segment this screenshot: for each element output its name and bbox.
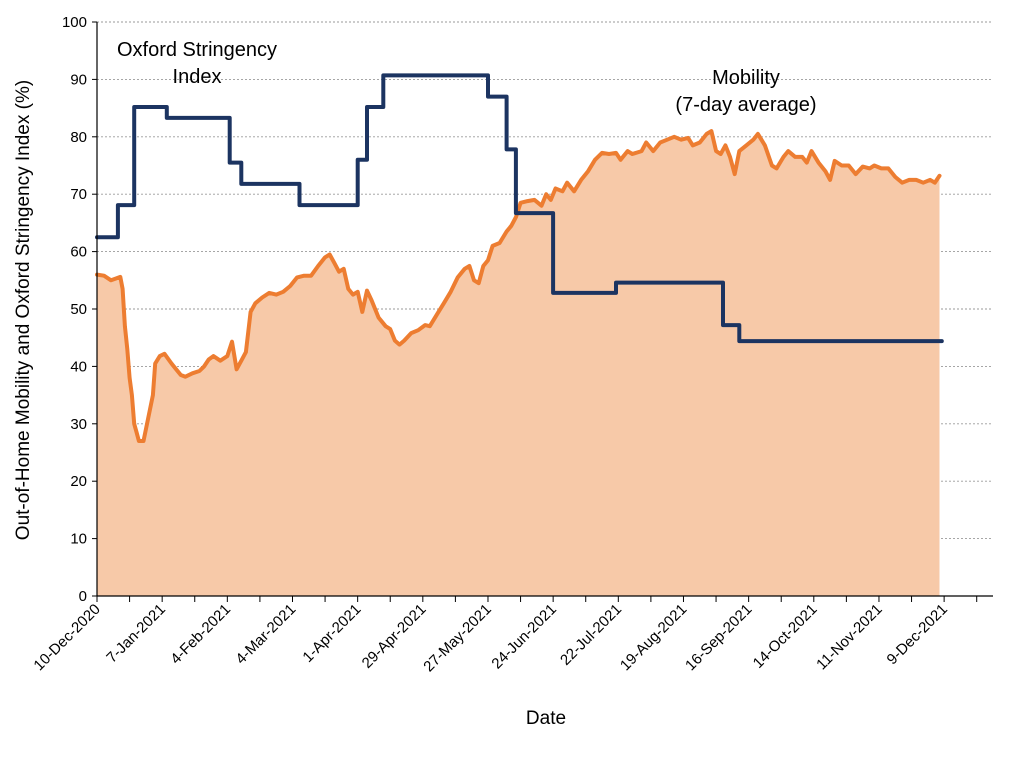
mobility-annotation-line2: (7-day average)	[675, 94, 816, 116]
x-tick-label: 24-Jun-2021	[488, 601, 560, 673]
y-tick-label: 100	[62, 14, 87, 31]
y-tick-label: 90	[70, 71, 87, 88]
y-tick-label: 30	[70, 416, 87, 433]
mobility-line	[95, 129, 942, 443]
x-tick-labels: 10-Dec-2020 7-Jan-20214-Feb-20214-Mar-202…	[30, 601, 950, 676]
x-tick-label: 9-Dec-2021	[884, 601, 951, 668]
x-tick-label: 4-Mar-2021	[232, 601, 299, 668]
x-tick-label: 19-Aug-2021	[617, 601, 690, 674]
stringency-annotation-line2: Index	[173, 66, 222, 88]
mobility-area-layer	[97, 131, 940, 596]
y-tick-label: 50	[70, 301, 87, 318]
x-tick-label: 1-Apr-2021	[299, 601, 364, 666]
x-tick-label: 16-Sep-2021	[682, 601, 755, 674]
axes	[92, 21, 993, 602]
x-tick-label: 29-Apr-2021	[359, 601, 430, 672]
y-tick-label: 60	[70, 244, 87, 261]
x-tick-label: 10-Dec-2020	[30, 601, 103, 674]
x-tick-label: 14-Oct-2021	[750, 601, 821, 672]
x-tick-label: 27-May-2021	[420, 601, 495, 676]
stringency-line	[95, 73, 944, 344]
stringency-annotation-line1: Oxford Stringency	[117, 39, 277, 61]
y-tick-label: 40	[70, 358, 87, 375]
x-tick-label: 7-Jan-2021	[103, 601, 169, 667]
x-tick-label: 4-Feb-2021	[167, 601, 234, 668]
mobility-area	[97, 131, 940, 596]
x-axis-label: Date	[526, 708, 566, 729]
y-tick-label: 20	[70, 473, 87, 490]
y-tick-label: 10	[70, 531, 87, 548]
y-tick-label: 70	[70, 186, 87, 203]
mobility-annotation-line1: Mobility	[712, 67, 780, 89]
y-tick-labels: 0 10 20 30 40 50 60 70 80 90 100	[62, 14, 87, 605]
x-tick-label: 22-Jul-2021	[557, 601, 625, 669]
y-tick-label: 80	[70, 129, 87, 146]
x-tick-label: 11-Nov-2021	[813, 601, 886, 674]
y-axis-label: Out-of-Home Mobility and Oxford Stringen…	[13, 80, 34, 540]
series-lines-layer	[95, 73, 944, 443]
y-tick-label: 0	[79, 588, 87, 605]
